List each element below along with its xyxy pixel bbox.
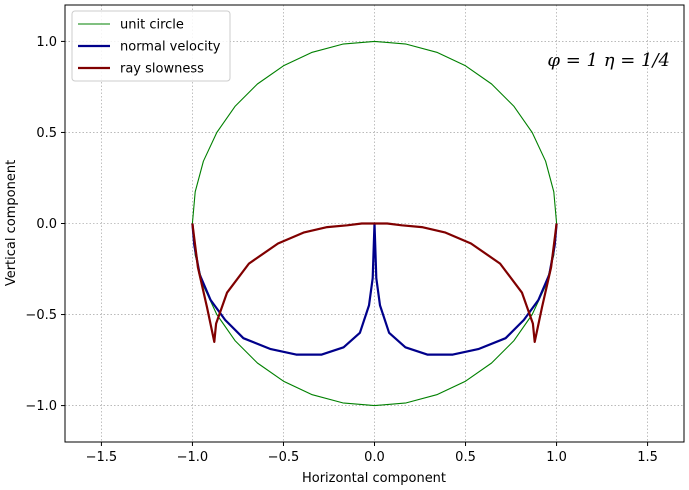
series-line-ray-slowness xyxy=(191,222,558,343)
legend-label: ray slowness xyxy=(120,62,204,77)
legend-box xyxy=(71,10,231,82)
legend-label: normal velocity xyxy=(120,40,221,55)
y-tick-label: −0.5 xyxy=(25,308,57,323)
x-tick-label: −1.5 xyxy=(86,450,118,465)
y-tick-label: 0.5 xyxy=(36,126,57,141)
x-ticks: −1.5 −1.0 −0.5 0.0 0.5 1.0 1.5 xyxy=(86,442,658,465)
legend: unit circle normal velocity ray slowness xyxy=(71,10,231,82)
y-ticks: −1.0 −0.5 0.0 0.5 1.0 xyxy=(25,35,65,414)
y-tick-label: −1.0 xyxy=(25,399,57,414)
y-tick-label: 0.0 xyxy=(36,217,57,232)
x-tick-label: 1.5 xyxy=(637,450,658,465)
x-tick-label: −0.5 xyxy=(268,450,300,465)
x-axis-label: Horizontal component xyxy=(302,471,446,486)
x-tick-label: 0.0 xyxy=(364,450,385,465)
y-tick-label: 1.0 xyxy=(36,35,57,50)
y-axis-label: Vertical component xyxy=(4,160,19,286)
x-tick-label: −1.0 xyxy=(177,450,209,465)
series-layer xyxy=(191,40,558,407)
annotation: φ = 1 η = 1/4 xyxy=(547,50,670,71)
x-tick-label: 1.0 xyxy=(546,450,567,465)
legend-label: unit circle xyxy=(120,18,184,33)
x-tick-label: 0.5 xyxy=(455,450,476,465)
